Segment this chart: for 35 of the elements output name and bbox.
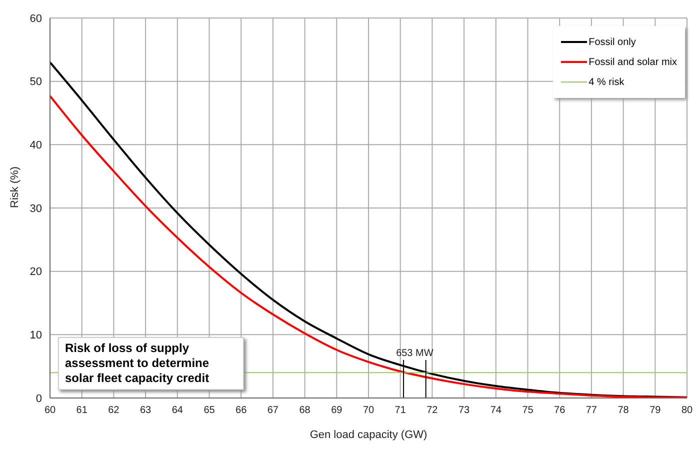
- x-tick-label: 60: [44, 405, 56, 416]
- x-tick-label: 80: [681, 405, 693, 416]
- legend-label: 4 % risk: [588, 76, 624, 88]
- x-tick-label: 62: [108, 405, 120, 416]
- x-tick-label: 61: [76, 405, 88, 416]
- y-tick-label: 0: [36, 392, 42, 405]
- x-tick-label: 66: [236, 405, 248, 416]
- x-tick-label: 70: [362, 405, 374, 416]
- y-tick-label: 60: [30, 12, 42, 25]
- y-axis-title: Risk (%): [8, 166, 21, 208]
- x-tick-label: 75: [522, 405, 534, 416]
- x-axis-title: Gen load capacity (GW): [310, 429, 428, 441]
- x-tick-label: 68: [299, 405, 311, 416]
- x-tick-label: 78: [618, 405, 630, 416]
- x-tick-label: 69: [331, 405, 343, 416]
- x-tick-label: 76: [554, 405, 566, 416]
- legend-label: Fossil and solar mix: [588, 56, 677, 68]
- y-tick-label: 40: [30, 140, 42, 152]
- y-tick-label: 20: [30, 266, 42, 278]
- x-tick-label: 63: [140, 405, 152, 416]
- x-tick-label: 79: [650, 405, 662, 416]
- x-tick-label: 67: [267, 405, 279, 416]
- annotation: 653 MW: [396, 348, 434, 359]
- x-tick-label: 64: [172, 405, 184, 416]
- x-tick-label: 65: [204, 405, 216, 416]
- y-tick-label: 50: [30, 76, 42, 88]
- note-box: Risk of loss of supply assessment to determine solar fleet capacity credit: [58, 337, 244, 390]
- x-tick-label: 72: [426, 405, 438, 416]
- x-tick-label: 71: [394, 405, 406, 416]
- y-tick-label: 10: [30, 330, 42, 342]
- legend-label: Fossil only: [588, 36, 636, 48]
- x-tick-label: 74: [490, 405, 502, 416]
- x-tick-label: 77: [586, 405, 598, 416]
- y-tick-label: 30: [30, 202, 42, 215]
- x-tick-label: 73: [458, 405, 470, 416]
